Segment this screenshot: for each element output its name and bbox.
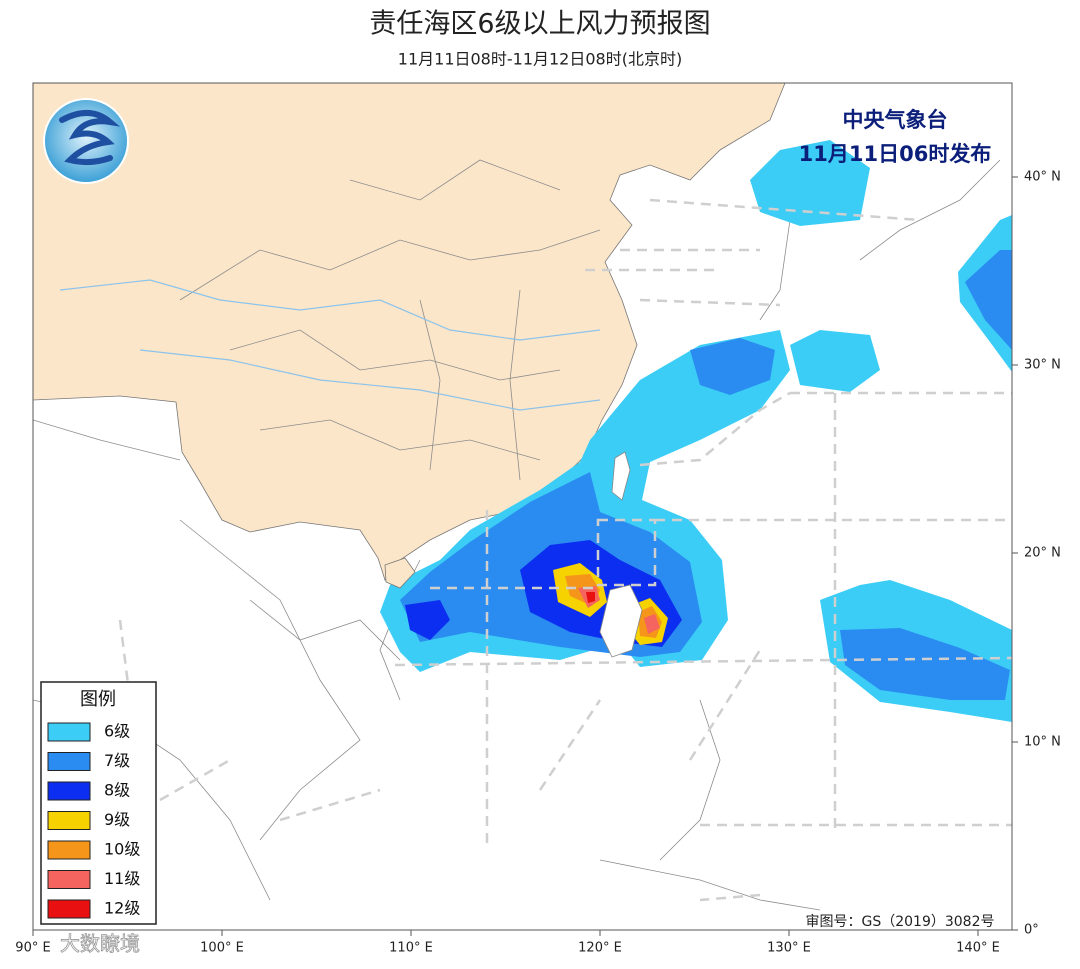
logo-mark	[59, 110, 121, 166]
legend-swatch	[47, 752, 91, 771]
legend-label: 10级	[104, 840, 140, 859]
lon-label: 90° E	[15, 941, 50, 956]
wind-zone-7	[690, 338, 775, 395]
legend-label: 6级	[104, 722, 130, 741]
legend-swatch	[47, 811, 91, 830]
wind-zone-11	[644, 614, 660, 634]
issue-time: 11月11日06时发布	[799, 142, 992, 166]
taiwan	[611, 451, 631, 501]
legend-swatch	[47, 781, 91, 801]
hainan	[384, 557, 416, 589]
lon-label: 100° E	[200, 941, 244, 956]
legend-label: 7级	[104, 751, 130, 770]
wind-zone-7	[965, 250, 1012, 350]
lat-label: 0°	[1024, 923, 1039, 938]
wind-zone-8	[405, 600, 450, 640]
agency: 中央气象台	[843, 108, 948, 132]
map-body	[33, 83, 1012, 930]
lat-label: 20° N	[1024, 546, 1061, 561]
legend-swatch	[47, 899, 91, 919]
lon-label: 140° E	[956, 941, 1000, 956]
neighbor-borders	[33, 419, 421, 901]
subtitle: 11月11日08时-11月12日08时(北京时)	[398, 50, 682, 69]
lon-label: 110° E	[389, 941, 433, 956]
legend-swatch	[47, 840, 91, 860]
lon-label: 120° E	[578, 941, 622, 956]
islands-outline	[599, 159, 1001, 911]
logo	[43, 98, 129, 184]
lat-label: 30° N	[1024, 358, 1061, 373]
legend-label: 9级	[104, 810, 130, 829]
title: 责任海区6级以上风力预报图	[369, 9, 710, 40]
legend-label: 11级	[104, 869, 140, 888]
legend: 图例 6级 7级 8级 9级 10级 11级 12级	[40, 681, 157, 925]
rivers	[59, 279, 601, 411]
legend-title: 图例	[80, 689, 116, 710]
legend-swatch	[47, 722, 91, 742]
wind-zone-6	[750, 140, 870, 226]
legend-swatch	[47, 870, 91, 889]
wind-zone-12	[586, 592, 595, 603]
legend-label: 12级	[104, 899, 140, 918]
watermark: 大数瞭境	[60, 932, 140, 956]
province-borders	[179, 159, 601, 481]
approval-number: 审图号：GS（2019）3082号	[806, 914, 995, 930]
legend-label: 8级	[104, 781, 130, 800]
lat-label: 40° N	[1024, 170, 1061, 185]
wind-zone-7	[840, 628, 1010, 700]
luzon	[599, 584, 643, 658]
sea-area-lines	[118, 198, 1012, 902]
map-frame	[32, 82, 1013, 931]
lat-label: 10° N	[1024, 735, 1061, 750]
lon-label: 130° E	[767, 941, 811, 956]
wind-zone-6	[790, 330, 880, 392]
